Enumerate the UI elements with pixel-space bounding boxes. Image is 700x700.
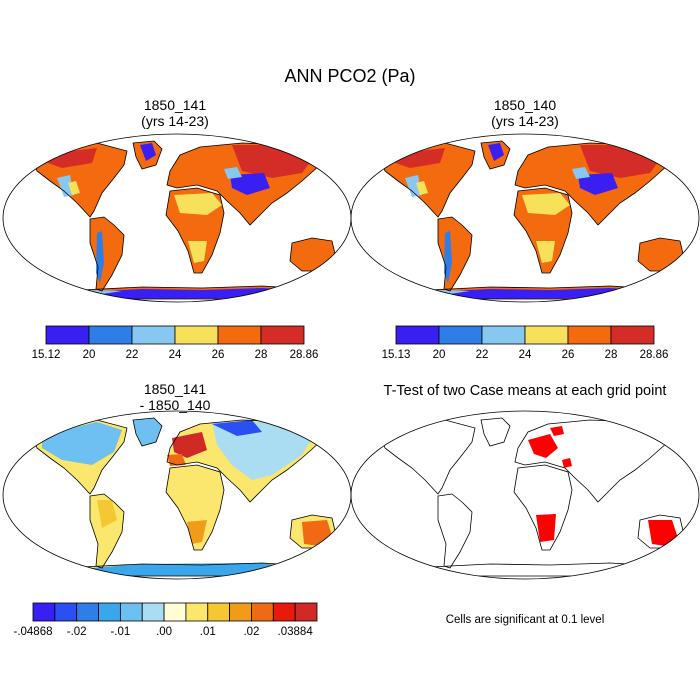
colorbar-swatch bbox=[45, 325, 90, 345]
colorbar-swatch bbox=[141, 602, 165, 622]
colorbar-tick-label: .00 bbox=[156, 626, 172, 638]
colorbar-tick-label: 24 bbox=[169, 349, 182, 361]
colorbar-tick-label: 15.13 bbox=[382, 349, 411, 361]
colorbar-tick-label: .01 bbox=[200, 626, 216, 638]
panel-2-map bbox=[350, 133, 700, 303]
colorbar-tick-label: -.04868 bbox=[13, 626, 52, 638]
sig-caspian bbox=[562, 458, 572, 468]
panel-2-title: 1850_140 (yrs 14-23) bbox=[425, 97, 625, 129]
colorbar-tick-label: 28.86 bbox=[290, 349, 319, 361]
south-africa-pos bbox=[187, 520, 207, 544]
colorbar-swatch bbox=[119, 602, 143, 622]
colorbar-swatch bbox=[185, 602, 209, 622]
colorbar-tick-label: 20 bbox=[433, 349, 446, 361]
panel-2-title-line1: 1850_140 bbox=[493, 97, 557, 113]
colorbar-swatch bbox=[174, 325, 219, 345]
figure-title: ANN PCO2 (Pa) bbox=[284, 66, 416, 86]
colorbar-swatch bbox=[524, 325, 569, 345]
colorbar-swatch bbox=[438, 325, 483, 345]
colorbar-tick-label: 22 bbox=[126, 349, 139, 361]
colorbar-swatch bbox=[32, 602, 56, 622]
colorbar-tick-label: 28 bbox=[605, 349, 618, 361]
colorbar-swatch bbox=[54, 602, 78, 622]
sig-europe bbox=[528, 434, 558, 458]
panel-1-title: 1850_141 (yrs 14-23) bbox=[75, 97, 275, 129]
colorbar-tick-label: 15.12 bbox=[32, 349, 61, 361]
colorbar-tick-label: 28 bbox=[255, 349, 268, 361]
colorbar-tick-label: 22 bbox=[476, 349, 489, 361]
panel-3-title: 1850_141 - 1850_140 bbox=[75, 381, 275, 413]
north-america-neg bbox=[42, 422, 122, 465]
alaska-high bbox=[390, 148, 445, 168]
kalahari bbox=[188, 241, 207, 263]
colorbar-swatch bbox=[395, 325, 440, 345]
central-asia bbox=[572, 167, 590, 179]
panel-3-map bbox=[2, 410, 352, 580]
greenland-neg bbox=[133, 418, 162, 446]
colorbar-swatch bbox=[88, 325, 133, 345]
colorbar-swatch bbox=[481, 325, 526, 345]
australia-pos bbox=[302, 520, 332, 546]
colorbar-tick-label: 28.86 bbox=[640, 349, 669, 361]
greenland-low bbox=[140, 143, 156, 161]
tibet-low bbox=[578, 173, 618, 195]
map-boundary bbox=[350, 133, 700, 303]
significance-note: Cells are significant at 0.1 level bbox=[445, 614, 605, 626]
alaska-high bbox=[42, 148, 97, 168]
colorbar-tick-label: -.01 bbox=[110, 626, 130, 638]
colorbar-tick-label: 26 bbox=[212, 349, 225, 361]
map-boundary bbox=[350, 410, 700, 580]
colorbar-swatch bbox=[272, 602, 296, 622]
colorbar-tick-label: .02 bbox=[243, 626, 259, 638]
panel-4-title: T-Test of two Case means at each grid po… bbox=[383, 383, 667, 399]
amazon-pos bbox=[97, 500, 117, 528]
colorbar-swatch bbox=[163, 602, 187, 622]
rockies bbox=[405, 175, 422, 197]
colorbar-swatch bbox=[567, 325, 612, 345]
rockies bbox=[57, 175, 74, 197]
colorbar-tick-label: 26 bbox=[562, 349, 575, 361]
med-pos bbox=[167, 454, 186, 466]
colorbar-swatch bbox=[610, 325, 655, 345]
colorbar-swatch bbox=[217, 325, 262, 345]
central-asia bbox=[224, 167, 242, 179]
panel-3-title-line2: - 1850_140 bbox=[139, 397, 211, 413]
colorbar-tick-label: 24 bbox=[519, 349, 532, 361]
colorbar-tick-label: 20 bbox=[83, 349, 96, 361]
colorbar-swatch bbox=[98, 602, 121, 622]
panel-3-title-line1: 1850_141 bbox=[143, 381, 207, 397]
panel-1-title-line1: 1850_141 bbox=[143, 97, 207, 113]
colorbar-swatch bbox=[207, 602, 231, 622]
colorbar-swatch bbox=[229, 602, 252, 622]
tibet-low bbox=[230, 173, 270, 195]
sahara bbox=[522, 193, 570, 215]
asia-neg bbox=[212, 422, 317, 480]
colorbar-swatch bbox=[260, 325, 305, 345]
colorbar-swatch bbox=[76, 602, 99, 622]
panel-4-map bbox=[350, 410, 700, 580]
plains bbox=[68, 181, 80, 195]
panel-1-title-line2: (yrs 14-23) bbox=[141, 113, 209, 129]
sig-south-africa bbox=[536, 514, 556, 542]
greenland-low bbox=[488, 143, 504, 161]
colorbar-tick-label: -.02 bbox=[67, 626, 87, 638]
colorbar-swatch bbox=[131, 325, 176, 345]
kalahari bbox=[536, 241, 555, 263]
colorbar-swatch bbox=[251, 602, 274, 622]
arctic-asia-neg bbox=[212, 420, 262, 436]
panel-1-map bbox=[2, 133, 352, 303]
sahara bbox=[174, 193, 222, 215]
panel-2-colorbar: 15.13 20 22 24 26 28 28.86 bbox=[382, 325, 669, 361]
panel-3-colorbar: -.04868 -.02 -.01 .00 .01 .02 .03884 bbox=[13, 602, 318, 638]
panel-2-title-line2: (yrs 14-23) bbox=[491, 113, 559, 129]
europe-pos bbox=[172, 432, 207, 458]
panel-1-colorbar: 15.12 20 22 24 26 28 28.86 bbox=[32, 325, 319, 361]
sig-australia bbox=[648, 520, 678, 546]
colorbar-swatch bbox=[294, 602, 318, 622]
colorbar-tick-label: .03884 bbox=[278, 626, 314, 638]
plains bbox=[416, 181, 428, 195]
sig-scandinavia bbox=[550, 426, 564, 436]
